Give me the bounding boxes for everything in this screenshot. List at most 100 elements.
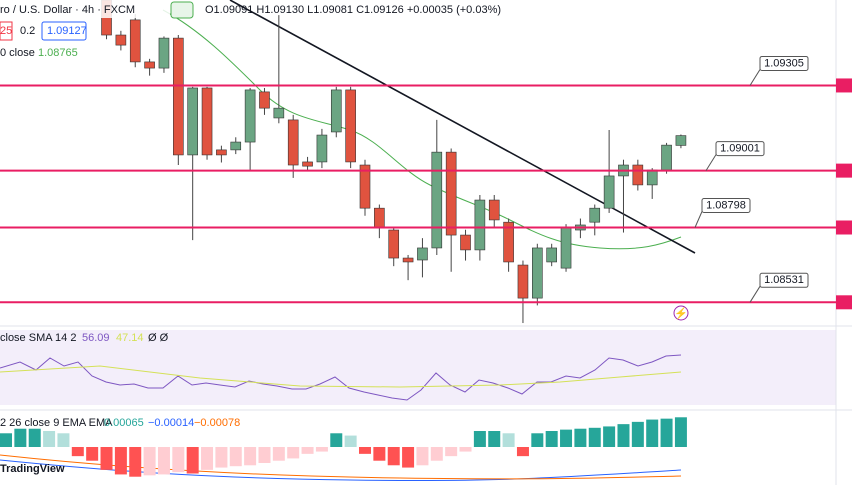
candle-body: [488, 199, 500, 221]
rsi-label: close SMA 14 2: [0, 332, 76, 344]
macd-histogram-bar: [172, 447, 185, 473]
callout-connector: [705, 154, 717, 171]
candle-body: [460, 234, 471, 251]
macd-line-value: −0.00014: [148, 417, 194, 429]
candle-body: [517, 264, 529, 299]
macd-histogram-bar: [445, 447, 458, 457]
macd-histogram-bar: [588, 427, 601, 447]
macd-line: [0, 459, 682, 482]
rsi-value: 56.09: [82, 332, 110, 344]
macd-histogram-bar: [157, 447, 170, 475]
rsi-ma: 47.14: [116, 332, 144, 344]
macd-histogram-bar: [416, 447, 429, 466]
candle-body: [187, 87, 198, 156]
macd-histogram-bar: [473, 431, 486, 447]
macd-histogram-bar: [114, 447, 127, 475]
candle-body: [201, 87, 213, 156]
macd-histogram-bar: [301, 447, 314, 454]
buy: 1.09127: [47, 25, 87, 37]
level-label: 1.08798: [706, 199, 746, 211]
macd-histogram-bar: [0, 433, 12, 447]
candle-body: [273, 107, 285, 119]
macd-histogram-bar: [143, 447, 156, 476]
candle-body: [330, 89, 342, 133]
legend-bg: [0, 0, 170, 18]
callout-connector: [694, 211, 703, 228]
candle-body: [244, 89, 256, 143]
toggle[interactable]: [170, 1, 194, 19]
candle-body: [216, 149, 227, 156]
candle-body: [503, 221, 514, 263]
macd-histogram-bar: [244, 447, 257, 466]
rsi-ma-line: [0, 365, 682, 388]
macd-histogram-bar: [201, 447, 214, 470]
buy-box[interactable]: [41, 21, 87, 41]
callout-box: [701, 198, 751, 213]
rsi-line: [0, 354, 682, 401]
macd-histogram-bar: [229, 447, 242, 467]
callout-connector: [749, 286, 761, 303]
level-label: 1.09305: [764, 57, 804, 69]
macd-histogram-bar: [603, 426, 616, 447]
candle-body: [129, 19, 141, 63]
level-marker: [836, 220, 852, 235]
candle-body: [173, 37, 184, 156]
macd-histogram-bar: [71, 447, 84, 457]
candle-body: [445, 151, 457, 236]
candle-body: [316, 134, 328, 163]
level-marker: [836, 78, 852, 93]
macd-histogram-bar: [129, 447, 142, 477]
macd-histogram-bar: [272, 447, 285, 461]
macd-histogram-bar: [430, 447, 443, 461]
candle-body: [546, 247, 557, 263]
candle-body: [603, 175, 615, 209]
macd-histogram-bar: [660, 418, 673, 447]
macd-histogram-bar: [617, 424, 630, 447]
candle-body: [115, 34, 127, 46]
macd-histogram-bar: [373, 447, 386, 461]
candle-body: [532, 247, 543, 299]
macd-hist: 0.00065: [104, 417, 144, 429]
macd-histogram-bar: [28, 428, 41, 447]
moving-average: [162, 9, 682, 250]
macd-histogram-bar: [86, 447, 99, 461]
trend-line: [229, 0, 696, 254]
level-marker: [836, 163, 852, 178]
macd-histogram-bar: [330, 433, 343, 447]
candle-body: [359, 164, 371, 209]
candle-body: [632, 164, 644, 186]
candle-body: [158, 37, 170, 69]
alert-glyph: ⚡: [674, 307, 688, 320]
candle-body: [661, 144, 672, 171]
candle-body: [230, 141, 242, 151]
candle-body: [287, 119, 299, 166]
candle-body: [302, 161, 313, 167]
macd-histogram-bar: [459, 447, 472, 452]
macd-signal-value: −0.00078: [194, 417, 240, 429]
macd-histogram-bar: [574, 428, 587, 447]
macd-histogram-bar: [402, 447, 415, 468]
level-marker: [836, 295, 852, 310]
brand: TradingView: [0, 463, 65, 475]
callout-connector: [749, 69, 761, 86]
macd-histogram-bar: [215, 447, 228, 468]
candle-body: [560, 227, 572, 269]
sell-box[interactable]: [0, 21, 13, 41]
candle-body: [589, 207, 601, 223]
macd-histogram-bar: [560, 429, 573, 447]
ohlc: O1.09091 H1.09130 L1.09081 C1.09126 +0.0…: [205, 4, 501, 16]
macd-histogram-bar: [315, 447, 328, 452]
macd-histogram-bar: [646, 419, 659, 447]
macd-histogram-bar: [258, 447, 271, 463]
callout-box: [715, 141, 765, 157]
candle-body: [675, 135, 687, 146]
macd-histogram-bar: [631, 421, 644, 447]
alert-icon[interactable]: [673, 305, 689, 321]
candle-body: [144, 61, 155, 69]
candle-body: [402, 257, 414, 263]
macd-histogram-bar: [186, 447, 199, 474]
macd-histogram-bar: [502, 433, 515, 447]
candle-body: [259, 91, 270, 109]
